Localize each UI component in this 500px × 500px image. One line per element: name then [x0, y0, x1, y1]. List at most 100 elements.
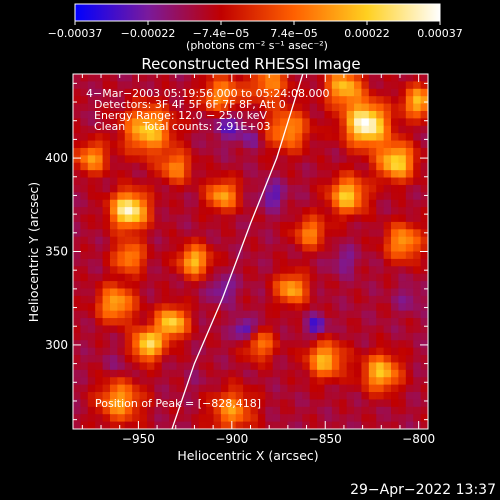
image-pixel	[109, 251, 118, 260]
image-pixel	[228, 281, 237, 289]
image-pixel	[206, 147, 214, 156]
image-pixel	[405, 266, 414, 275]
image-pixel	[102, 207, 111, 215]
image-pixel	[220, 192, 229, 201]
image-pixel	[206, 392, 214, 400]
image-pixel	[213, 88, 222, 97]
image-pixel	[235, 229, 244, 238]
image-pixel	[317, 184, 325, 193]
image-pixel	[161, 170, 170, 178]
image-pixel	[324, 369, 333, 378]
image-pixel	[361, 170, 370, 178]
image-pixel	[294, 207, 303, 215]
image-pixel	[243, 355, 251, 363]
image-pixel	[265, 318, 274, 326]
image-pixel	[405, 110, 414, 119]
image-pixel	[102, 303, 111, 312]
image-pixel	[331, 74, 340, 82]
image-pixel	[361, 103, 370, 112]
image-pixel	[391, 199, 399, 208]
image-pixel	[228, 258, 237, 267]
image-pixel	[154, 177, 163, 186]
image-pixel	[109, 266, 118, 275]
image-pixel	[265, 355, 274, 363]
image-pixel	[376, 96, 385, 104]
image-pixel	[117, 110, 126, 119]
image-pixel	[243, 170, 251, 178]
image-pixel	[257, 74, 266, 82]
image-pixel	[420, 273, 428, 282]
image-pixel	[146, 384, 155, 393]
image-pixel	[302, 192, 311, 201]
image-pixel	[287, 355, 296, 363]
image-pixel	[265, 118, 274, 127]
image-pixel	[287, 244, 296, 252]
image-pixel	[102, 103, 111, 112]
image-pixel	[317, 192, 325, 201]
image-pixel	[317, 88, 325, 97]
image-pixel	[169, 303, 177, 312]
image-pixel	[265, 399, 274, 408]
image-pixel	[228, 369, 237, 378]
image-pixel	[398, 273, 407, 282]
image-pixel	[265, 332, 274, 341]
image-pixel	[80, 318, 89, 326]
image-pixel	[405, 281, 414, 289]
image-pixel	[257, 310, 266, 319]
image-pixel	[183, 251, 192, 260]
image-pixel	[391, 170, 399, 178]
image-pixel	[331, 347, 340, 356]
image-pixel	[339, 110, 348, 119]
image-pixel	[191, 125, 200, 134]
image-pixel	[124, 244, 133, 252]
image-pixel	[302, 273, 311, 282]
image-pixel	[398, 406, 407, 415]
image-pixel	[331, 81, 340, 90]
image-pixel	[302, 303, 311, 312]
image-pixel	[191, 258, 200, 267]
image-pixel	[368, 162, 377, 171]
image-pixel	[398, 258, 407, 267]
image-pixel	[361, 377, 370, 386]
image-pixel	[139, 421, 148, 429]
image-pixel	[346, 192, 355, 201]
image-pixel	[287, 184, 296, 193]
image-pixel	[361, 244, 370, 252]
image-pixel	[331, 288, 340, 297]
image-pixel	[183, 199, 192, 208]
image-pixel	[265, 162, 274, 171]
image-pixel	[354, 332, 362, 341]
image-pixel	[146, 155, 155, 164]
image-pixel	[161, 140, 170, 149]
image-pixel	[368, 244, 377, 252]
image-pixel	[220, 332, 229, 341]
image-pixel	[280, 236, 288, 245]
image-pixel	[250, 355, 259, 363]
image-pixel	[73, 325, 81, 334]
image-pixel	[324, 184, 333, 193]
image-pixel	[287, 340, 296, 349]
image-pixel	[95, 414, 103, 423]
image-pixel	[257, 318, 266, 326]
image-pixel	[265, 133, 274, 141]
image-pixel	[132, 421, 140, 429]
image-pixel	[331, 192, 340, 201]
image-pixel	[183, 184, 192, 193]
image-pixel	[228, 199, 237, 208]
image-pixel	[109, 355, 118, 363]
image-pixel	[102, 244, 111, 252]
image-pixel	[376, 421, 385, 429]
image-pixel	[198, 170, 207, 178]
image-pixel	[354, 184, 362, 193]
image-pixel	[132, 318, 140, 326]
image-pixel	[139, 155, 148, 164]
image-pixel	[317, 162, 325, 171]
image-pixel	[391, 214, 399, 223]
image-pixel	[220, 229, 229, 238]
image-pixel	[228, 140, 237, 149]
image-pixel	[376, 251, 385, 260]
image-pixel	[302, 369, 311, 378]
image-pixel	[420, 362, 428, 371]
colorbar-tick-label: 0.00022	[344, 27, 390, 40]
image-pixel	[183, 414, 192, 423]
